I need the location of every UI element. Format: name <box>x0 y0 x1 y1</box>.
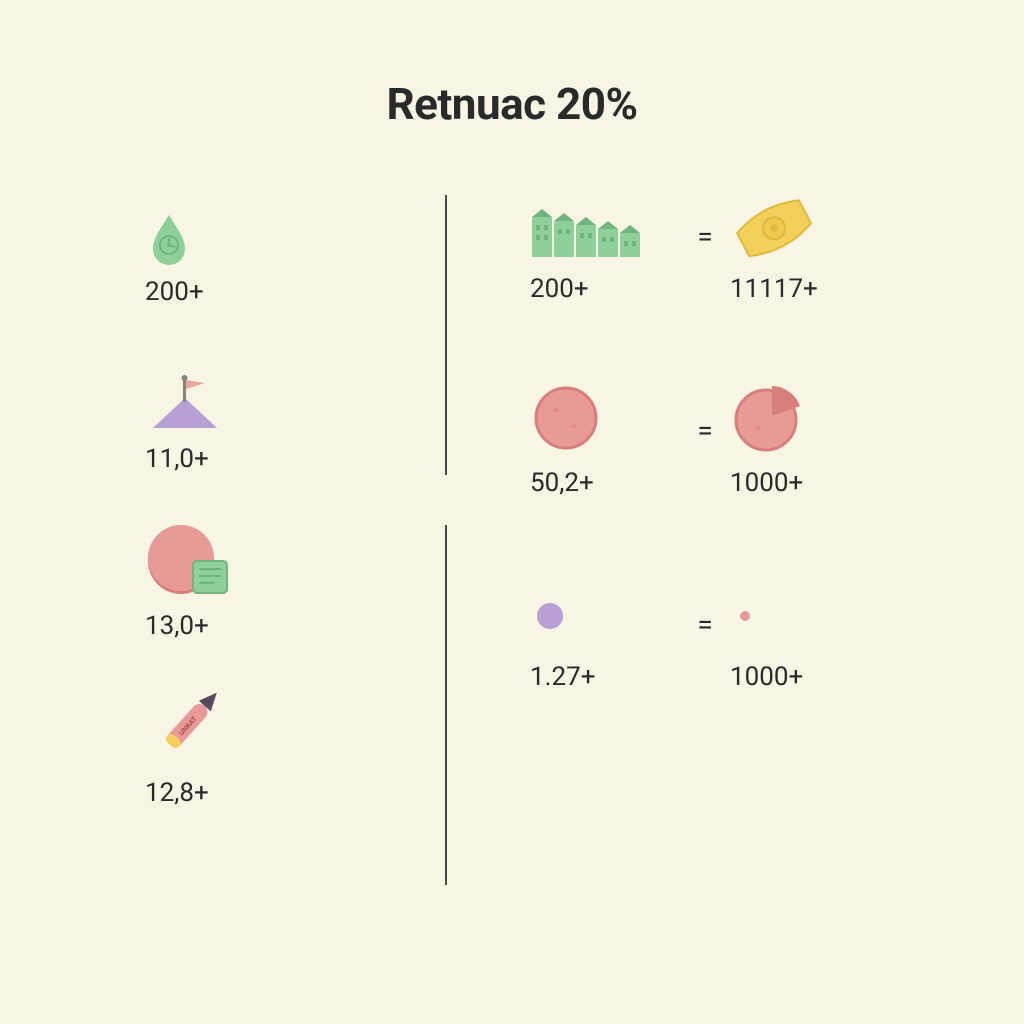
stat-value: 11,0+ <box>145 444 345 474</box>
drop-icon <box>145 211 193 265</box>
dot-small-icon <box>730 601 760 631</box>
dot-medium-icon <box>530 596 570 636</box>
equals-sign: = <box>680 389 730 447</box>
stat-value: 11117+ <box>730 274 880 304</box>
money-bill-icon <box>730 195 820 260</box>
stat-pair: 200+ = 11117+ <box>530 195 930 304</box>
stat-item: UNKAT 12,8+ <box>145 696 345 808</box>
stat-pair: 50,2+ = 1000+ <box>530 389 930 498</box>
stat-value: 12,8+ <box>145 778 345 808</box>
stat-value: 13,0+ <box>145 611 345 641</box>
equals-sign: = <box>680 195 730 253</box>
stat-pair: 1.27+ = 1000+ <box>530 583 930 692</box>
stat-value: 200+ <box>530 274 680 304</box>
stat-value: 1.27+ <box>530 662 680 692</box>
stat-item: 13,0+ <box>145 529 345 641</box>
stat-item: 200+ <box>145 195 345 307</box>
left-column: 200+ 11,0+ 13,0+ <box>145 195 345 863</box>
vertical-divider-bottom <box>445 525 447 885</box>
right-column: 200+ = 11117+ <box>530 195 930 777</box>
pink-disc-badge-icon <box>145 521 235 599</box>
stat-value: 1000+ <box>730 662 880 692</box>
stat-value: 1000+ <box>730 468 880 498</box>
equals-sign: = <box>680 583 730 641</box>
vertical-divider-top <box>445 195 447 475</box>
pie-slice-icon <box>730 382 808 454</box>
stat-value: 200+ <box>145 277 345 307</box>
stat-value: 50,2+ <box>530 468 680 498</box>
stat-item: 11,0+ <box>145 362 345 474</box>
mountain-flag-icon <box>145 372 225 432</box>
circle-plain-icon <box>530 382 602 454</box>
buildings-icon <box>530 205 650 260</box>
page-title: Retnuac 20% <box>0 78 1024 130</box>
pencil-icon: UNKAT <box>145 676 235 766</box>
